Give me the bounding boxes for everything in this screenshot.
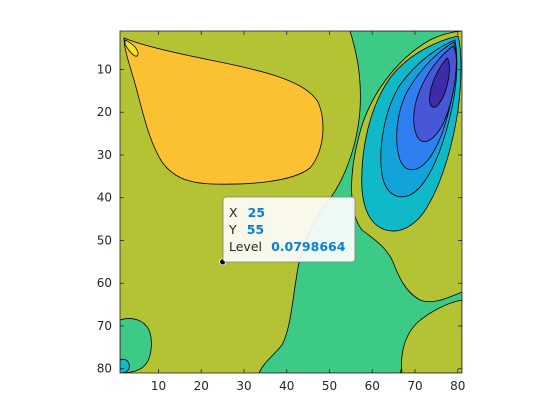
x-tick-label: 40 — [279, 379, 294, 393]
contour-region-lower-right-bump — [401, 299, 462, 373]
y-tick-label: 20 — [97, 105, 112, 119]
y-tick-label: 60 — [97, 276, 112, 290]
x-tick-label: 30 — [236, 379, 251, 393]
y-tick-label: 40 — [97, 191, 112, 205]
datatip-level-value: 0.0798664 — [271, 239, 346, 254]
x-tick-label: 70 — [407, 379, 422, 393]
datatip-level-row: Level 0.0798664 — [229, 236, 346, 255]
datatip-x-label: X — [229, 205, 238, 220]
contour-region-lower-left-pocket-inner — [120, 358, 130, 373]
axes-box — [119, 30, 463, 374]
axis-ticks — [120, 31, 462, 373]
datatip-y-row: Y 55 — [228, 219, 264, 238]
y-tick-label: 80 — [97, 362, 112, 376]
axis-tick-labels: 10 20 30 40 50 60 70 80 10 20 30 40 50 60 70 80 — [97, 62, 466, 393]
x-tick-label: 20 — [194, 379, 209, 393]
x-tick-label: 80 — [450, 379, 465, 393]
datatip-y-value: 55 — [247, 222, 264, 237]
contour-region-right-low-min — [429, 57, 450, 108]
datatip[interactable]: X 25 Y 55 Level 0.0798664 — [222, 196, 356, 263]
datatip-box — [222, 196, 356, 263]
datatip-y-label: Y — [228, 222, 237, 237]
x-tick-label: 60 — [365, 379, 380, 393]
contour-region-lower-left-pocket — [120, 318, 152, 373]
datatip-x-value: 25 — [248, 205, 265, 220]
y-tick-label: 30 — [97, 148, 112, 162]
contour-region-upper-left-high — [123, 37, 324, 185]
y-tick-label: 70 — [97, 319, 112, 333]
y-tick-label: 50 — [97, 233, 112, 247]
contour-region-upper-left-peak — [124, 39, 139, 57]
y-tick-label: 10 — [97, 62, 112, 76]
datatip-level-label: Level — [229, 239, 262, 254]
datatip-x-row: X 25 — [229, 202, 265, 221]
contour-fills — [120, 31, 462, 373]
x-tick-label: 50 — [322, 379, 337, 393]
x-tick-label: 10 — [151, 379, 166, 393]
